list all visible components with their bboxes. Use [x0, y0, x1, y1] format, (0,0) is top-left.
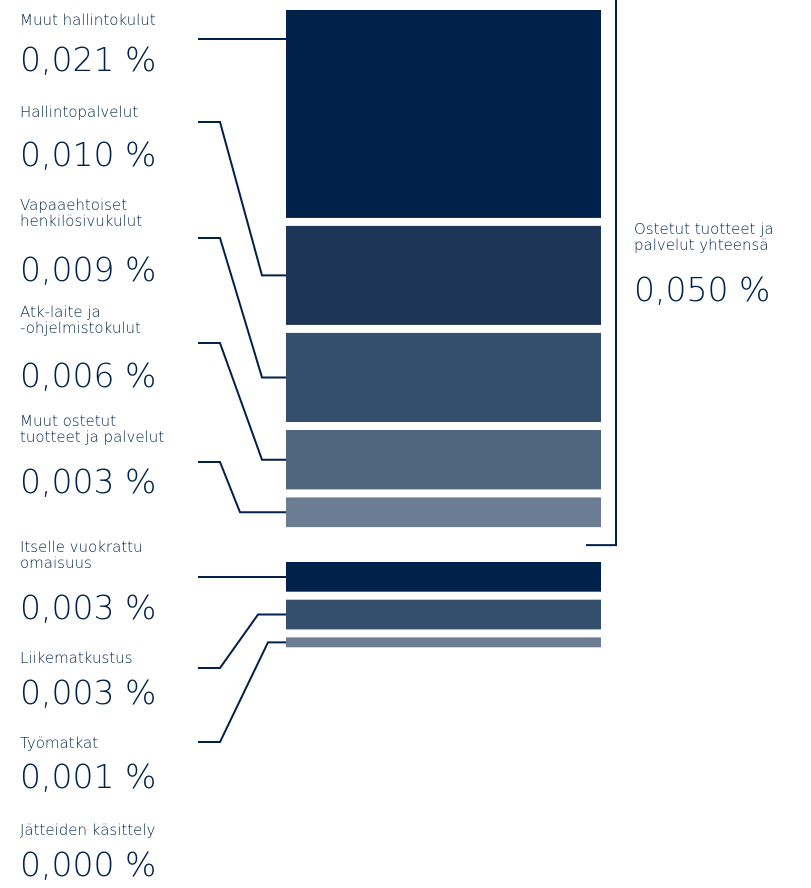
total-label: Ostetut tuotteet ja palvelut yhteensä: [634, 220, 774, 254]
category-label: Atk-laite ja -ohjelmistokulut: [20, 303, 141, 337]
value-label: 0,006 %: [20, 356, 157, 395]
category-label: Muut hallintokulut: [20, 11, 156, 29]
value-label: 0,001 %: [20, 757, 157, 796]
category-label: Muut ostetut tuotteet ja palvelut: [20, 412, 165, 446]
category-label: Työmatkat: [20, 734, 99, 752]
connector: [198, 121, 286, 277]
connector: [198, 342, 286, 461]
connector: [198, 613, 286, 669]
category-label: Itselle vuokrattu omaisuus: [20, 538, 143, 572]
value-label: 0,021 %: [20, 40, 157, 79]
connector: [198, 461, 286, 514]
connector: [198, 237, 286, 379]
value-label: 0,010 %: [20, 135, 157, 174]
value-label: 0,009 %: [20, 250, 157, 289]
value-label: 0,000 %: [20, 845, 157, 884]
bar: [286, 637, 601, 648]
value-label: 0,003 %: [20, 673, 157, 712]
bar: [286, 332, 601, 422]
bar: [286, 562, 601, 592]
category-label: Vapaaehtoiset henkilösivukulut: [20, 196, 143, 230]
category-label: Liikematkustus: [20, 649, 133, 667]
bar: [286, 10, 601, 218]
value-label: 0,003 %: [20, 588, 157, 627]
value-label: 0,003 %: [20, 462, 157, 501]
connector: [198, 641, 286, 743]
bar: [286, 599, 601, 630]
bracket: [586, 0, 617, 547]
bar: [286, 497, 601, 528]
category-label: Hallintopalvelut: [20, 103, 139, 121]
bar: [286, 430, 601, 490]
category-label: Jätteiden käsittely: [20, 821, 156, 839]
bar: [286, 225, 601, 325]
total-value: 0,050 %: [634, 270, 771, 309]
